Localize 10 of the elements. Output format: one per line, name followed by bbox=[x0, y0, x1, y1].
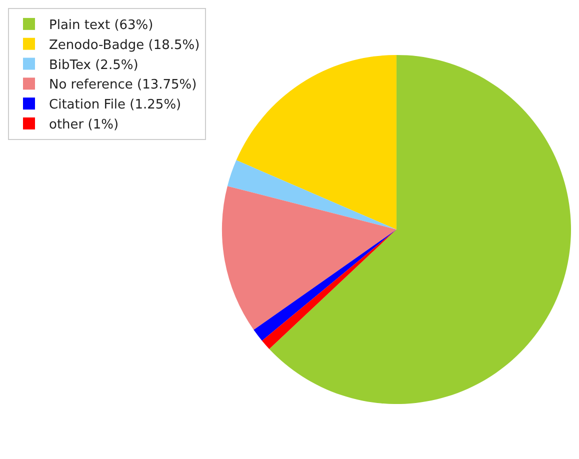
legend-label: No reference (13.75%) bbox=[49, 78, 197, 93]
legend-label: Citation File (1.25%) bbox=[49, 98, 182, 113]
legend-label: other (1%) bbox=[49, 118, 119, 133]
pie-slice bbox=[236, 54, 396, 230]
legend-label: BibTex (2.5%) bbox=[49, 58, 138, 73]
pie-slice bbox=[269, 54, 571, 404]
legend-label: Zenodo-Badge (18.5%) bbox=[49, 38, 200, 53]
pie-slice bbox=[222, 186, 396, 330]
legend-label: Plain text (63%) bbox=[49, 18, 154, 34]
pie-slice bbox=[227, 160, 396, 230]
